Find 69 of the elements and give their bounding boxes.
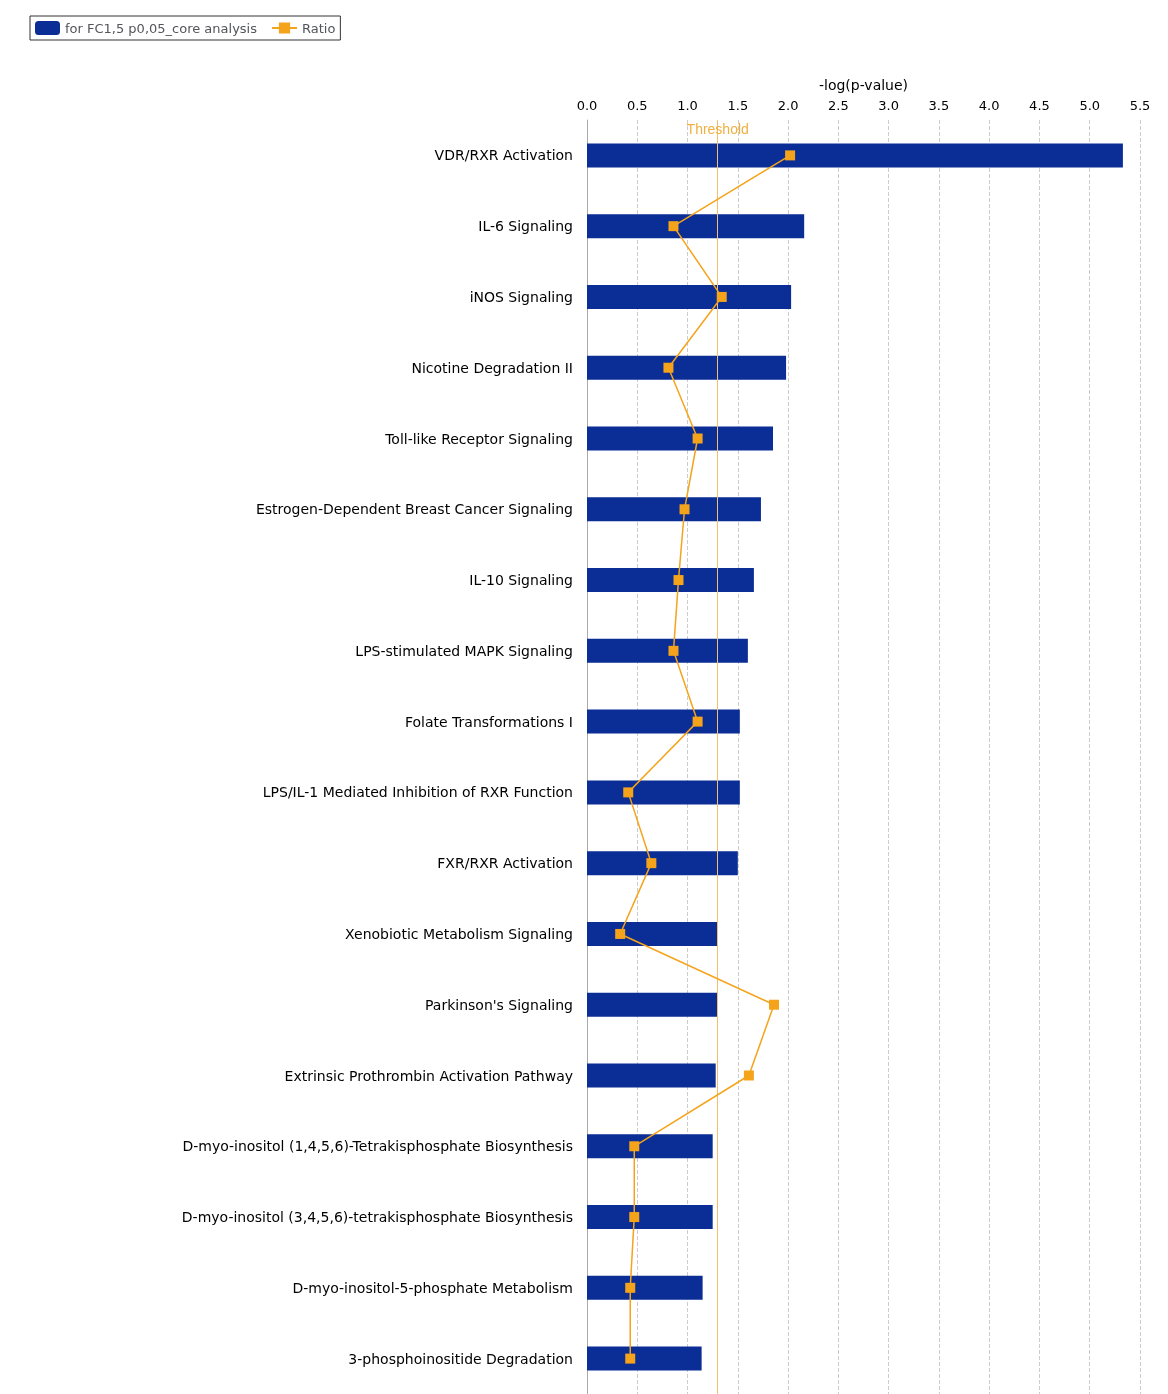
y-tick-label: Extrinsic Prothrombin Activation Pathway	[284, 1067, 573, 1084]
y-tick-label: D-myo-inositol (1,4,5,6)-Tetrakisphosphate Biosynthesis	[182, 1138, 573, 1155]
x-tick-label: 4.5	[1029, 98, 1050, 113]
y-tick-label: Xenobiotic Metabolism Signaling	[345, 925, 573, 942]
point	[668, 221, 679, 232]
y-tick-label: Parkinson's Signaling	[425, 996, 573, 1013]
bar	[587, 709, 740, 734]
bar	[587, 568, 754, 593]
y-tick-label: 3-phosphoinositide Degradation	[348, 1350, 573, 1367]
y-tick-label: Nicotine Degradation II	[411, 359, 573, 376]
y-tick-label: Estrogen-Dependent Breast Cancer Signaling	[255, 501, 573, 518]
point	[629, 1141, 640, 1152]
point	[663, 362, 674, 373]
point	[673, 575, 684, 586]
bar	[587, 1346, 702, 1371]
point	[623, 787, 634, 798]
bar	[587, 1134, 713, 1159]
point	[625, 1282, 636, 1293]
y-tick-label: Toll-like Receptor Signaling	[384, 430, 573, 447]
x-tick-label: 0.5	[626, 98, 648, 113]
y-tick-label: IL-6 Signaling	[478, 218, 573, 235]
x-tick-label: 3.5	[928, 98, 950, 113]
point	[716, 291, 727, 302]
bar	[587, 284, 792, 309]
point	[629, 1212, 640, 1223]
bar	[587, 1063, 716, 1088]
y-tick-label: iNOS Signaling	[469, 288, 573, 305]
y-tick-label: IL-10 Signaling	[469, 572, 573, 589]
bar	[587, 426, 774, 451]
x-tick-label: 0.0	[576, 98, 598, 113]
legend-label: Ratio	[301, 20, 336, 36]
y-tick-label: Folate Transformations I	[404, 713, 573, 730]
legend-label: for FC1,5 p0,05_core analysis	[65, 20, 258, 36]
point	[692, 433, 703, 444]
bar	[587, 1205, 713, 1230]
x-tick-label: 5.5	[1129, 98, 1151, 113]
bar	[587, 355, 787, 380]
bar	[587, 921, 718, 946]
point	[679, 504, 690, 515]
x-tick-label: 1.0	[677, 98, 698, 113]
x-tick-label: 2.0	[777, 98, 799, 113]
x-tick-label: 4.0	[978, 98, 1000, 113]
y-tick-label: D-myo-inositol (3,4,5,6)-tetrakisphosphate Biosynthesis	[181, 1209, 573, 1226]
point	[615, 928, 626, 939]
bar	[587, 780, 740, 805]
point	[646, 858, 657, 869]
point	[668, 645, 679, 656]
point	[785, 150, 796, 161]
y-tick-label: LPS/IL-1 Mediated Inhibition of RXR Function	[262, 784, 573, 801]
point	[625, 1353, 636, 1364]
x-axis-title: -log(p-value)	[818, 77, 909, 93]
bar	[587, 1275, 703, 1300]
point	[769, 999, 780, 1010]
bar	[587, 992, 718, 1017]
bar	[587, 497, 761, 522]
y-tick-label: VDR/RXR Activation	[434, 147, 573, 164]
bar	[587, 851, 738, 876]
point	[692, 716, 703, 727]
y-tick-label: LPS-stimulated MAPK Signaling	[355, 642, 573, 659]
bar	[587, 143, 1123, 168]
y-tick-label: FXR/RXR Activation	[437, 855, 573, 872]
y-tick-label: D-myo-inositol-5-phosphate Metabolism	[292, 1279, 573, 1296]
x-tick-label: 1.5	[727, 98, 749, 113]
bar	[587, 638, 748, 663]
x-tick-label: 2.5	[828, 98, 849, 113]
bar	[587, 214, 805, 239]
point	[743, 1070, 754, 1081]
x-tick-label: 3.0	[878, 98, 899, 113]
x-tick-label: 5.0	[1079, 98, 1101, 113]
